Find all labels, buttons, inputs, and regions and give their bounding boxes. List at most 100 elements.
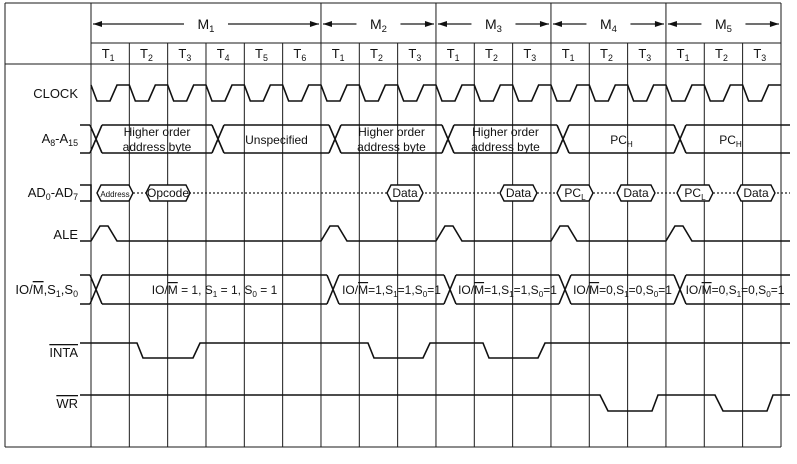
text-run: ALE <box>53 227 78 242</box>
text-run: Data <box>392 186 418 200</box>
t-state-label: T6​ <box>293 46 306 63</box>
t-state-label: T2​ <box>140 46 153 63</box>
subscript: 7 <box>73 192 78 202</box>
subscript: 1 <box>110 53 115 63</box>
subscript: 2 <box>148 53 153 63</box>
cycle-header: M1​T1​T2​T3​T4​T5​T6​M2​T1​T2​T3​M3​T1​T… <box>93 16 779 63</box>
address-high-text: PCH​ <box>610 133 633 149</box>
overlined-text: WR <box>56 396 78 411</box>
t-state-label: T5​ <box>255 46 268 63</box>
subscript: 0 <box>46 192 51 202</box>
address-high-text: address byte <box>123 140 192 154</box>
text-run: CLOCK <box>33 86 78 101</box>
t-state-label: T3​ <box>178 46 191 63</box>
address-data-box <box>736 184 776 202</box>
text-run: Higher order <box>472 125 539 139</box>
arrow-left-icon <box>552 21 562 27</box>
text-run: ,S <box>44 282 57 297</box>
address-data-label: AD0​-AD7​ <box>28 185 78 202</box>
clock-label: CLOCK <box>33 86 78 101</box>
text-run: T <box>217 46 225 61</box>
subscript: H <box>736 140 742 149</box>
subscript: 1 <box>393 290 398 299</box>
t-state-label: T2​ <box>715 46 728 63</box>
status-bus <box>80 274 790 305</box>
text-run: address byte <box>357 140 426 154</box>
subscript: 1 <box>737 290 742 299</box>
machine-cycle-label: M4​ <box>600 16 618 35</box>
t-state-label: T1​ <box>102 46 115 63</box>
arrow-left-icon <box>93 21 102 27</box>
text-run: T <box>753 46 761 61</box>
text-run: =1,S <box>368 283 393 297</box>
text-run: =0,S <box>741 283 766 297</box>
text-run: T <box>370 46 378 61</box>
wr-waveform <box>80 394 790 412</box>
t-state-label: T2​ <box>485 46 498 63</box>
t-state-label: T1​ <box>332 46 345 63</box>
text-run: Address <box>100 190 129 199</box>
text-run: T <box>255 46 263 61</box>
subscript: 6 <box>301 53 306 63</box>
text-run: -AD <box>51 185 73 200</box>
address-high-text: Higher order <box>124 125 191 139</box>
text-run: Unspecified <box>245 133 308 147</box>
subscript: 0 <box>766 290 771 299</box>
subscript: 1 <box>209 24 214 35</box>
text-run: =0,S <box>599 283 624 297</box>
arrow-left-icon <box>437 21 447 27</box>
text-run: T <box>332 46 340 61</box>
address-data-text: Data <box>623 186 649 200</box>
address-data-box <box>616 184 656 202</box>
text-run: AD <box>28 185 46 200</box>
overlined-text: M <box>474 283 484 297</box>
text-run: = 1, S <box>217 283 252 297</box>
address-data-text: PCL​ <box>564 186 586 202</box>
arrow-left-icon <box>322 21 332 27</box>
t-state-label: T2​ <box>370 46 383 63</box>
t-state-label: T3​ <box>753 46 766 63</box>
arrow-right-icon <box>539 21 549 27</box>
text-run: Higher order <box>124 125 191 139</box>
ale-waveform <box>80 225 790 242</box>
subscript: 1 <box>56 289 61 299</box>
subscript: 1 <box>570 53 575 63</box>
subscript: 3 <box>646 53 651 63</box>
text-run: IO/ <box>342 283 359 297</box>
subscript: 1 <box>685 53 690 63</box>
subscript: 0 <box>423 290 428 299</box>
text-run: T <box>408 46 416 61</box>
text-run: =1 <box>427 283 441 297</box>
inta-label: INTA <box>49 345 78 360</box>
text-run: Data <box>623 186 649 200</box>
text-run: PC <box>684 186 701 200</box>
address-high-text: address byte <box>357 140 426 154</box>
t-state-label: T1​ <box>447 46 460 63</box>
text-run: A <box>42 131 51 146</box>
text-run: = 1 <box>257 283 278 297</box>
machine-cycle-label: M5​ <box>715 16 732 35</box>
address-data-text: Data <box>506 186 532 200</box>
address-high-text: Higher order <box>358 125 425 139</box>
status-text: IO/M=0,S1​=0,S0​=1 <box>686 283 785 299</box>
text-run: M <box>370 16 382 32</box>
subscript: 2 <box>382 24 387 35</box>
machine-cycle-label: M1​ <box>198 16 215 35</box>
text-run: IO/ <box>573 283 590 297</box>
subscript: 3 <box>186 53 191 63</box>
subscript: 0 <box>73 289 78 299</box>
grid-lines <box>4 2 782 448</box>
overlined-text: M <box>589 283 599 297</box>
t-state-label: T1​ <box>677 46 690 63</box>
text-run: M <box>715 16 727 32</box>
subscript: 0 <box>654 290 659 299</box>
text-run: =0,S <box>629 283 654 297</box>
address-high-label: A8​-A15​ <box>42 131 79 148</box>
text-run: ,S <box>61 282 74 297</box>
arrow-right-icon <box>654 21 664 27</box>
text-run: T <box>178 46 186 61</box>
text-run: Data <box>743 186 769 200</box>
address-high-text: PCH​ <box>719 133 742 149</box>
address-data-text: PCL​ <box>684 186 706 202</box>
